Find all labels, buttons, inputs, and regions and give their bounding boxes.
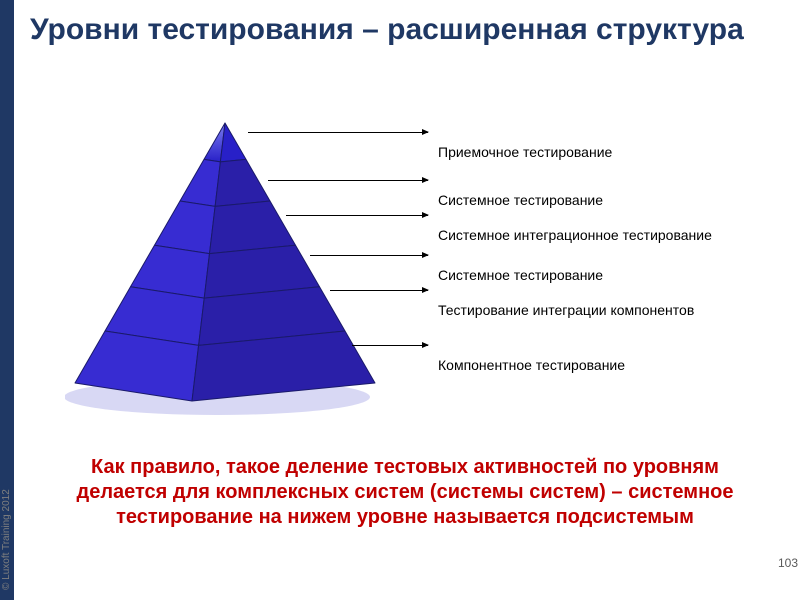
caption-text: Как правило, такое деление тестовых акти…	[55, 455, 755, 530]
level-arrow-4	[330, 290, 428, 291]
level-arrow-0	[248, 132, 428, 133]
level-arrow-2	[286, 215, 428, 216]
level-arrow-3	[310, 255, 428, 256]
level-arrow-1	[268, 180, 428, 181]
level-label-0: Приемочное тестирование	[438, 144, 612, 160]
level-label-3: Системное тестирование	[438, 267, 603, 283]
level-arrow-5	[352, 345, 428, 346]
slide-title: Уровни тестирования – расширенная структ…	[30, 12, 744, 47]
level-label-5: Компонентное тестирование	[438, 357, 625, 373]
pyramid-diagram: Приемочное тестирование Системное тестиро…	[30, 110, 790, 440]
pyramid-shape	[65, 115, 385, 415]
copyright-text: © Luxoft Training 2012	[1, 489, 12, 590]
level-label-1: Системное тестирование	[438, 192, 603, 208]
level-label-2: Системное интеграционное тестирование	[438, 227, 712, 243]
page-number: 103	[778, 556, 798, 570]
level-label-4: Тестирование интеграции компонентов	[438, 302, 694, 318]
